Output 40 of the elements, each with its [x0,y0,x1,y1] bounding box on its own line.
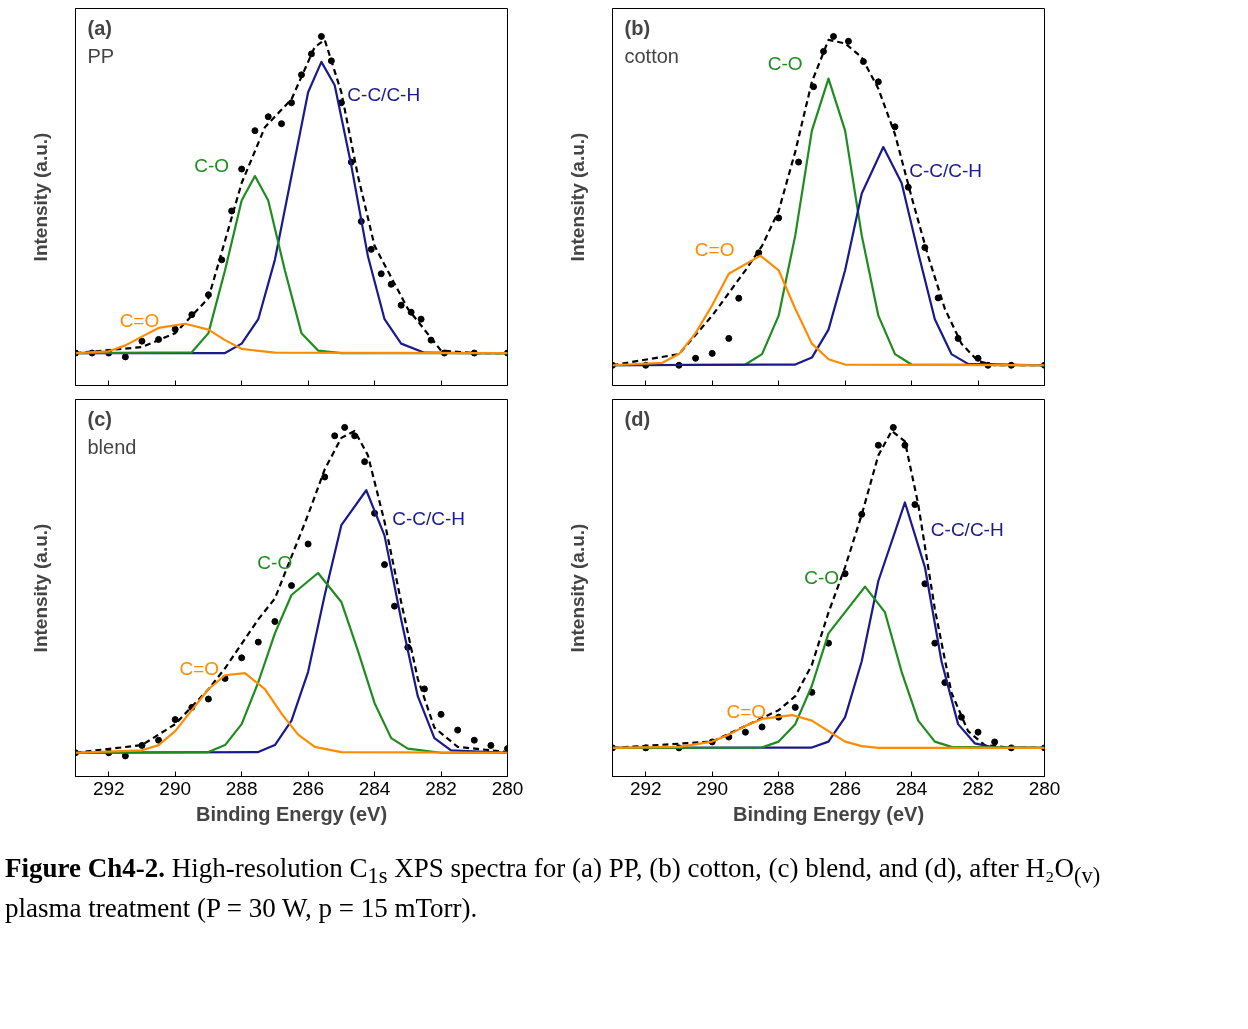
x-tick-label: 286 [292,777,324,799]
series-label: C-O [767,52,803,74]
series-label: C=O [694,238,735,260]
x-tick-label: 290 [696,777,729,799]
series-label: C=O [726,701,767,723]
x-tick-label: 284 [895,777,928,799]
series-label: C-C/C-H [347,83,421,105]
chart-title: (a) [87,16,112,39]
chart-subtitle: PP [87,44,115,67]
x-tick-label: 288 [225,777,258,799]
series-label: C-O [194,155,230,177]
series-label: C=O [179,657,220,679]
series-label: C=O [119,310,160,332]
series-label: C-C/C-H [930,519,1004,541]
chart-subtitle: cotton [624,44,679,67]
series-label: C-C/C-H [909,160,983,182]
y-axis-title: Intensity (a.u.) [566,132,588,262]
x-tick-label: 284 [358,777,391,799]
x-tick-label: 282 [962,777,994,799]
chart-title: (d) [624,407,651,430]
series-label: C-C/C-H [392,508,466,530]
chart-title: (b) [624,16,651,39]
x-axis-title: Binding Energy (eV) [732,802,925,825]
x-tick-label: 280 [491,777,524,799]
y-axis-title: Intensity (a.u.) [29,523,51,653]
chart-subtitle: blend [87,435,137,458]
x-tick-label: 286 [829,777,861,799]
x-axis-title: Binding Energy (eV) [195,802,388,825]
y-axis-title: Intensity (a.u.) [29,132,51,262]
x-tick-label: 280 [1028,777,1061,799]
text: Figure Ch4-2. High-resolution C$_{1s}$ XPS spectra for (a) PP, (b) cotton, (c) blend, and (d), after H₂O$_{(v)}$ plasma treatment (P = 30 W, p = 15 mTorr). [5,853,1101,923]
y-axis-title: Intensity (a.u.) [566,523,588,653]
x-tick-label: 292 [629,777,662,799]
x-tick-label: 288 [762,777,795,799]
series-label: C-O [257,552,293,574]
chart-title: (c) [87,407,112,430]
x-tick-label: 290 [159,777,192,799]
series-label: C-O [804,566,840,588]
x-tick-label: 292 [92,777,125,799]
x-tick-label: 282 [425,777,457,799]
